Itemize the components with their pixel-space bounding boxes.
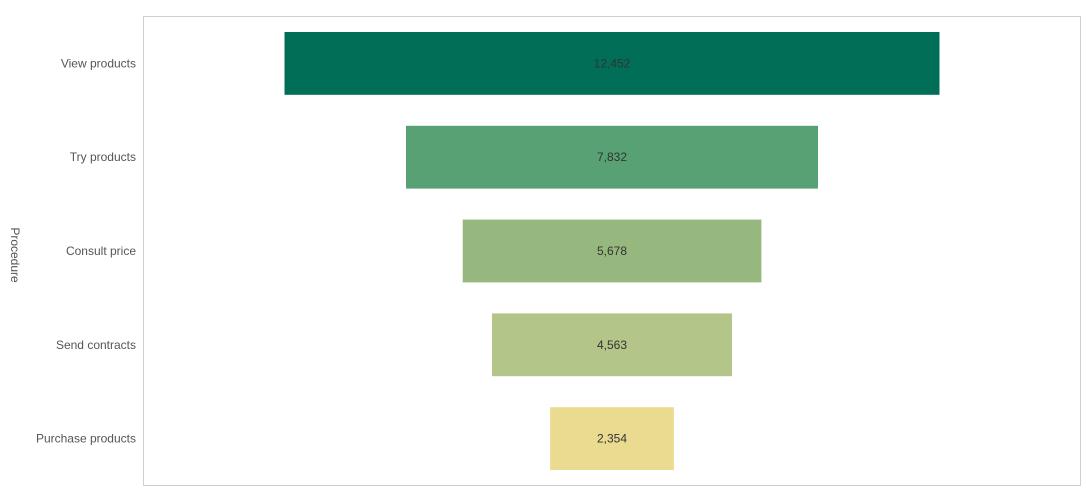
data-label: 4,563	[597, 338, 627, 352]
category-label: View products	[61, 56, 136, 70]
category-label: Send contracts	[56, 338, 136, 352]
category-label: Consult price	[66, 244, 136, 258]
funnel-bar[interactable]	[462, 219, 762, 283]
funnel-bar[interactable]	[492, 313, 732, 377]
funnel-bar[interactable]	[284, 32, 940, 95]
bars-layer: 12,452 7,832 5,678 4,563 2,354	[284, 32, 940, 470]
y-axis-title: Procedure	[8, 227, 22, 283]
data-label: 2,354	[597, 432, 627, 446]
category-labels-layer: View products Try products Consult price Se…	[36, 56, 136, 445]
category-label: Purchase products	[36, 432, 136, 446]
funnel-bar[interactable]	[406, 125, 818, 189]
data-label: 7,832	[597, 150, 627, 164]
funnel-bar[interactable]	[550, 407, 674, 470]
category-label: Try products	[70, 150, 136, 164]
data-label: 5,678	[597, 244, 627, 258]
data-label: 12,452	[594, 56, 631, 70]
